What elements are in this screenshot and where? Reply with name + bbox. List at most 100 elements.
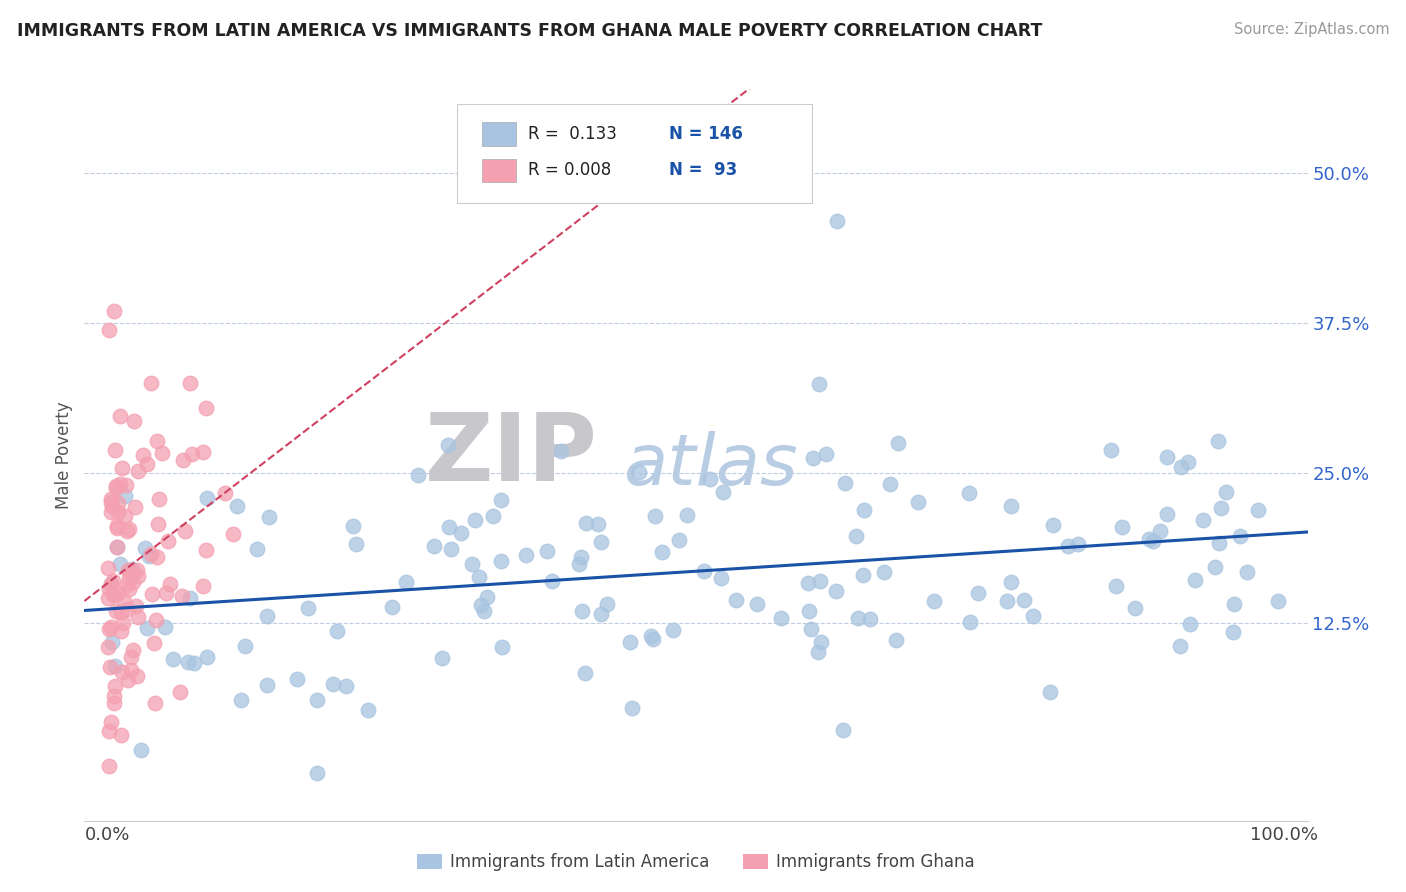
- Point: [589, 534, 612, 549]
- Point: [568, 558, 591, 572]
- Point: [100, 505, 122, 519]
- Point: [110, 624, 132, 639]
- Point: [872, 565, 894, 579]
- Point: [117, 563, 139, 577]
- Point: [136, 620, 159, 634]
- Point: [101, 587, 124, 601]
- Point: [118, 582, 141, 596]
- Text: ZIP: ZIP: [425, 409, 598, 501]
- Point: [472, 604, 495, 618]
- Point: [381, 599, 404, 614]
- Point: [1000, 499, 1022, 513]
- Point: [800, 622, 823, 636]
- Point: [104, 443, 127, 458]
- Point: [845, 528, 868, 542]
- Point: [110, 409, 132, 423]
- Point: [322, 677, 344, 691]
- Point: [191, 579, 214, 593]
- Point: [595, 597, 617, 611]
- Point: [125, 563, 148, 577]
- Point: [859, 612, 882, 626]
- Point: [724, 593, 747, 607]
- Point: [1208, 536, 1230, 550]
- Point: [221, 527, 243, 541]
- Point: [105, 604, 128, 618]
- Point: [297, 601, 319, 615]
- Text: R =  0.133: R = 0.133: [529, 125, 617, 143]
- Point: [477, 591, 499, 605]
- Point: [139, 547, 162, 561]
- Point: [101, 499, 124, 513]
- Point: [1099, 442, 1122, 457]
- Point: [586, 516, 609, 531]
- Point: [105, 541, 128, 555]
- Point: [834, 476, 856, 491]
- Point: [100, 577, 122, 591]
- Point: [1142, 533, 1164, 548]
- Point: [127, 464, 149, 478]
- Point: [105, 481, 128, 495]
- Point: [440, 541, 463, 556]
- Point: [1178, 617, 1201, 632]
- Point: [464, 513, 486, 527]
- Point: [195, 401, 218, 416]
- Point: [831, 723, 853, 737]
- Point: [907, 494, 929, 508]
- Point: [335, 680, 357, 694]
- Point: [1168, 640, 1191, 654]
- Point: [110, 605, 132, 619]
- Point: [97, 640, 120, 655]
- Point: [515, 548, 537, 562]
- Point: [1215, 485, 1237, 500]
- Point: [806, 645, 828, 659]
- Point: [810, 635, 832, 649]
- Point: [450, 526, 472, 541]
- Point: [1208, 434, 1230, 449]
- Point: [183, 656, 205, 670]
- Point: [853, 503, 876, 517]
- Point: [127, 609, 149, 624]
- Point: [122, 414, 145, 428]
- Point: [127, 569, 149, 583]
- Point: [676, 508, 699, 522]
- Point: [550, 444, 572, 458]
- Point: [125, 599, 148, 613]
- Point: [967, 585, 990, 599]
- Point: [406, 467, 429, 482]
- Point: [1149, 524, 1171, 538]
- Point: [114, 478, 136, 492]
- Point: [145, 613, 167, 627]
- Point: [430, 651, 453, 665]
- Point: [305, 692, 328, 706]
- Point: [1039, 685, 1062, 699]
- Point: [571, 549, 593, 564]
- Point: [470, 599, 492, 613]
- Point: [482, 508, 505, 523]
- Point: [959, 615, 981, 629]
- Point: [148, 492, 170, 507]
- Point: [143, 696, 166, 710]
- Point: [97, 724, 120, 739]
- Point: [305, 765, 328, 780]
- Point: [112, 594, 135, 608]
- Text: Source: ZipAtlas.com: Source: ZipAtlas.com: [1233, 22, 1389, 37]
- Point: [1170, 459, 1192, 474]
- Point: [437, 520, 460, 534]
- Point: [103, 690, 125, 704]
- Point: [120, 663, 142, 677]
- Point: [1211, 500, 1233, 515]
- Point: [801, 450, 824, 465]
- Point: [141, 586, 163, 600]
- Point: [141, 376, 163, 390]
- Point: [162, 652, 184, 666]
- Point: [225, 500, 247, 514]
- Point: [117, 602, 139, 616]
- Point: [797, 604, 820, 618]
- Y-axis label: Male Poverty: Male Poverty: [55, 401, 73, 508]
- Point: [575, 516, 598, 531]
- Point: [747, 597, 769, 611]
- Point: [121, 565, 143, 579]
- Point: [770, 610, 793, 624]
- Point: [105, 479, 128, 493]
- Point: [108, 558, 131, 572]
